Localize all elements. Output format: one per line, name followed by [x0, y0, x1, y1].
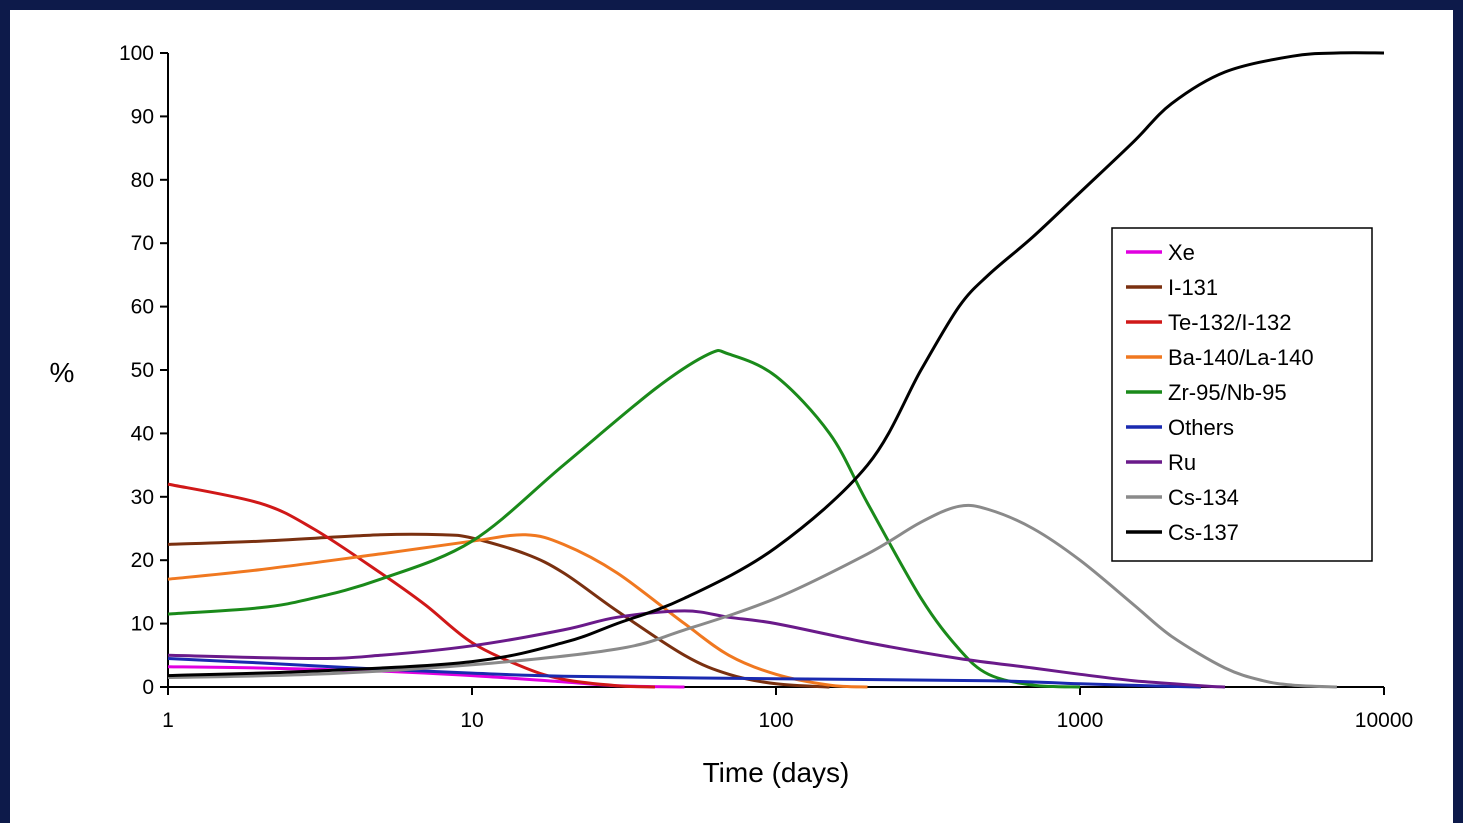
legend-label: Xe [1168, 240, 1195, 265]
legend: Xe I-131 Te-132/I-132 Ba-140/La-140 Zr-95/Nb… [1111, 227, 1373, 562]
y-tick-label: 0 [142, 676, 154, 699]
y-tick-label: 40 [131, 422, 154, 445]
y-tick-label: 100 [119, 42, 154, 65]
legend-label: Ba-140/La-140 [1168, 345, 1314, 370]
legend-label: Cs-134 [1168, 485, 1239, 510]
x-tick-label: 100 [758, 709, 793, 732]
x-tick-label: 10000 [1355, 709, 1413, 732]
x-axis-title: Time (days) [703, 757, 850, 788]
y-tick-label: 60 [131, 296, 154, 319]
legend-label: Others [1168, 415, 1234, 440]
legend-label: Cs-137 [1168, 520, 1239, 545]
series-line-ba-140-la-140 [167, 533, 868, 689]
legend-box [1111, 227, 1373, 562]
x-tick-label: 10 [460, 709, 483, 732]
legend-label: Te-132/I-132 [1168, 310, 1292, 335]
x-tick-label: 1 [162, 709, 174, 732]
x-tick-label: 1000 [1057, 709, 1104, 732]
chart-panel: 0 10 20 30 40 50 60 70 80 90 100 1 10 100 1000 10000 % … [10, 10, 1453, 823]
y-tick-label: 30 [131, 486, 154, 509]
y-tick-label: 80 [131, 169, 154, 192]
y-tick-label: 90 [131, 105, 154, 128]
legend-label: I-131 [1168, 275, 1218, 300]
series-line-cs-134 [167, 503, 1337, 689]
legend-label: Ru [1168, 450, 1196, 475]
series-line-others [167, 657, 1202, 689]
series-line-te-132-i-132 [167, 482, 656, 689]
y-tick-label: 20 [131, 549, 154, 572]
y-axis-title: % [50, 357, 75, 388]
series-lines [167, 51, 1385, 689]
series-line-cs-137 [167, 51, 1385, 678]
y-tick-label: 50 [131, 359, 154, 382]
series-line-ru [167, 609, 1226, 689]
y-tick-label: 10 [131, 613, 154, 636]
series-line-zr-95-nb-95 [167, 349, 1081, 689]
legend-label: Zr-95/Nb-95 [1168, 380, 1287, 405]
y-tick-label: 70 [131, 232, 154, 255]
